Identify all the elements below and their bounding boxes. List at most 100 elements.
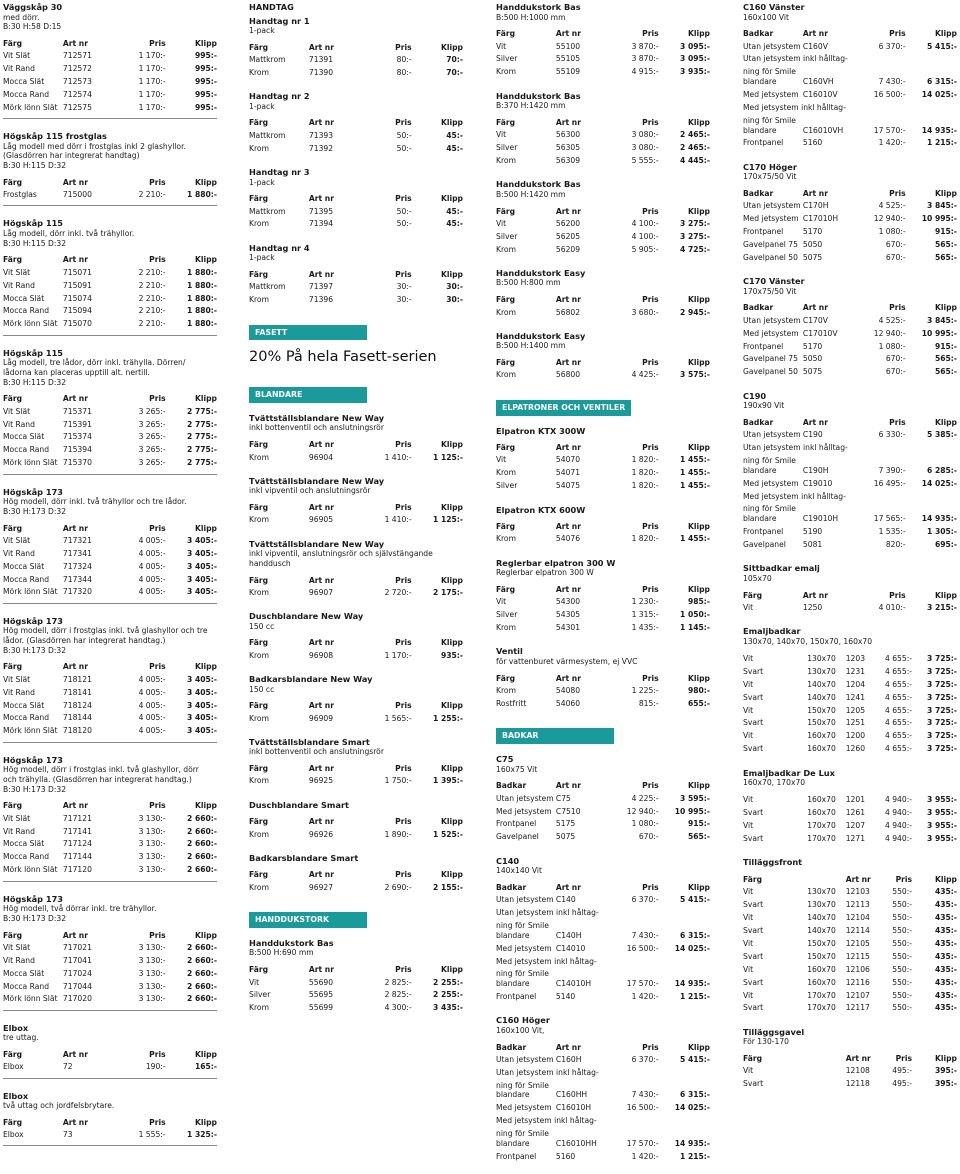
price-table: Färg Art nr Pris Klipp Krom 56800 4 425:- 3 575…	[496, 357, 710, 382]
price-table: Färg Art nr Pris Klipp Mattkrom 71395 50:- 45:-…	[249, 193, 463, 231]
table-cell: 54070	[555, 455, 581, 465]
price-table: Badkar Art nr Pris Klipp Utan jetsystem C160V…	[743, 28, 957, 150]
table-cell: 96909	[308, 713, 334, 723]
table-cell: Krom	[249, 776, 269, 786]
table-row: Svart 170x70 1271 4 940:- 3 955:-	[743, 833, 957, 846]
table-cell: 5 555:-	[631, 156, 659, 165]
table-cell: 5170	[802, 341, 823, 351]
price-table: Vit 130x70 1203 4 655:- 3 725:- Svart 130x70 12…	[743, 652, 957, 755]
table-cell: 4 525:-	[878, 315, 906, 325]
table-cell: C19010	[802, 478, 833, 488]
table-cell: Vit	[743, 913, 754, 923]
table-cell: 1 880:-	[187, 280, 217, 290]
table-cell: C17010V	[802, 328, 838, 338]
table-cell: 3 575:-	[680, 370, 710, 380]
column-header: Pris	[395, 503, 412, 513]
section-description: Låg modell, dörr inkl. två trähyllor.	[3, 228, 135, 238]
table-header-row: Badkar Art nr Pris Klipp	[743, 417, 957, 429]
table-cell: 3 870:-	[631, 41, 659, 51]
column-header: Art nr	[308, 965, 334, 975]
table-cell: 140x70	[807, 925, 836, 935]
column-header: Klipp	[195, 177, 217, 187]
table-row: Mocca Rand 718144 4 005:- 3 405:-	[3, 712, 217, 725]
table-header-row: Färg Art nr Pris Klipp	[3, 254, 217, 266]
table-cell: 50:-	[396, 130, 412, 140]
table-cell: 54075	[555, 481, 581, 491]
table-cell: 550:-	[892, 913, 913, 923]
table-cell: 3 405:-	[187, 587, 217, 597]
table-row: Mocca Slät 712573 1 170:- 995:-	[3, 75, 217, 88]
table-cell: 550:-	[892, 887, 913, 897]
table-row: Silver 56205 4 100:- 3 275:-	[496, 230, 710, 243]
section-description: 150 cc	[249, 684, 275, 694]
section-description: 140x140 Vit	[496, 866, 543, 876]
table-row: Mocca Slät 718124 4 005:- 3 405:-	[3, 699, 217, 712]
table-cell: 56802	[555, 307, 581, 317]
price-table: Färg Art nr Pris Klipp Mattkrom 71397 30:- 30:-…	[249, 269, 463, 307]
table-cell: C170V	[802, 315, 828, 325]
price-table: Färg Art nr Pris Klipp Vit Slät 717021 3 130:-…	[3, 930, 217, 1006]
column-header: Färg	[496, 117, 516, 127]
table-header-row: Badkar Art nr Pris Klipp	[743, 188, 957, 200]
table-cell: 4 655:-	[884, 718, 913, 728]
table-cell: 3 725:-	[927, 731, 957, 741]
table-row: Vit 12108 495:- 395:-	[743, 1065, 957, 1078]
column-header: Art nr	[308, 870, 334, 880]
table-cell: Mattkrom	[249, 282, 286, 292]
table-cell: Krom	[496, 468, 516, 478]
table-cell: Mocca Rand	[3, 852, 50, 862]
table-cell: Krom	[496, 307, 516, 317]
table-cell: 160x70	[807, 744, 836, 754]
column-header: Art nr	[555, 584, 581, 594]
section-description: B:30 H:173 D:32	[3, 506, 67, 516]
table-cell: 1 820:-	[631, 534, 659, 544]
column-header: Art nr	[62, 177, 88, 187]
table-cell: 3 265:-	[138, 445, 166, 455]
section-title: Tvättställsblandare New Way	[249, 412, 385, 423]
table-cell: 140x70	[807, 913, 836, 923]
table-cell: 72	[62, 1062, 73, 1072]
column-header: Pris	[642, 882, 659, 892]
table-cell: 4 005:-	[138, 726, 166, 736]
column-header: Klipp	[195, 801, 217, 811]
table-row: Utan jetsystem C160V 6 370:- 5 415:-	[743, 40, 957, 53]
table-header-row: Färg Art nr Pris Klipp	[3, 393, 217, 405]
table-cell: 4 915:-	[631, 67, 659, 77]
table-cell: 96907	[308, 587, 334, 597]
table-row: Vit Rand 712572 1 170:- 995:-	[3, 63, 217, 76]
table-cell: Frontpanel	[743, 527, 784, 537]
table-cell: 3 130:-	[138, 942, 166, 952]
column-header: Pris	[642, 117, 659, 127]
table-cell: 3 435:-	[433, 1003, 463, 1013]
table-row: Vit Slät 712571 1 170:- 995:-	[3, 50, 217, 63]
table-header-row: Färg Art nr Pris Klipp	[3, 1117, 217, 1129]
table-row: Frontpanel 5160 1 420:- 1 215:-	[496, 1150, 710, 1163]
column-header: Färg	[249, 440, 269, 450]
table-cell: Vit Rand	[3, 64, 35, 74]
column-header: Art nr	[62, 801, 88, 811]
table-cell: 4 525:-	[878, 201, 906, 211]
table-cell: Vit Slät	[3, 942, 31, 952]
column-header: Art nr	[802, 417, 828, 427]
table-cell: 55100	[555, 41, 581, 51]
section-description: 1-pack	[249, 177, 275, 187]
table-cell: Krom	[249, 515, 269, 525]
table-cell: Gavelpanel 50	[743, 367, 798, 377]
column-header: Klipp	[688, 206, 710, 216]
table-cell: 3 215:-	[927, 602, 957, 612]
section-title: C160 Höger	[496, 1015, 550, 1026]
table-cell: 2 690:-	[384, 882, 412, 892]
table-cell: 12103	[845, 887, 870, 897]
column-header: Pris	[149, 523, 166, 533]
column-header: Färg	[743, 1053, 763, 1063]
table-cell: 712572	[62, 64, 92, 74]
table-cell: Vit	[249, 977, 260, 987]
column-header: Pris	[395, 817, 412, 827]
product-section: C170 Vänster 170x75/50 Vit Badkar Art nr Pri…	[743, 276, 957, 378]
table-cell: 4 300:-	[384, 1003, 412, 1013]
section-title: Reglerbar elpatron 300 W	[496, 557, 616, 568]
column-header: Pris	[149, 801, 166, 811]
table-row: Vit 54070 1 820:- 1 455:-	[496, 454, 710, 467]
section-description: B:500 H:1400 mm	[496, 341, 566, 351]
table-cell: 2 660:-	[187, 968, 217, 978]
